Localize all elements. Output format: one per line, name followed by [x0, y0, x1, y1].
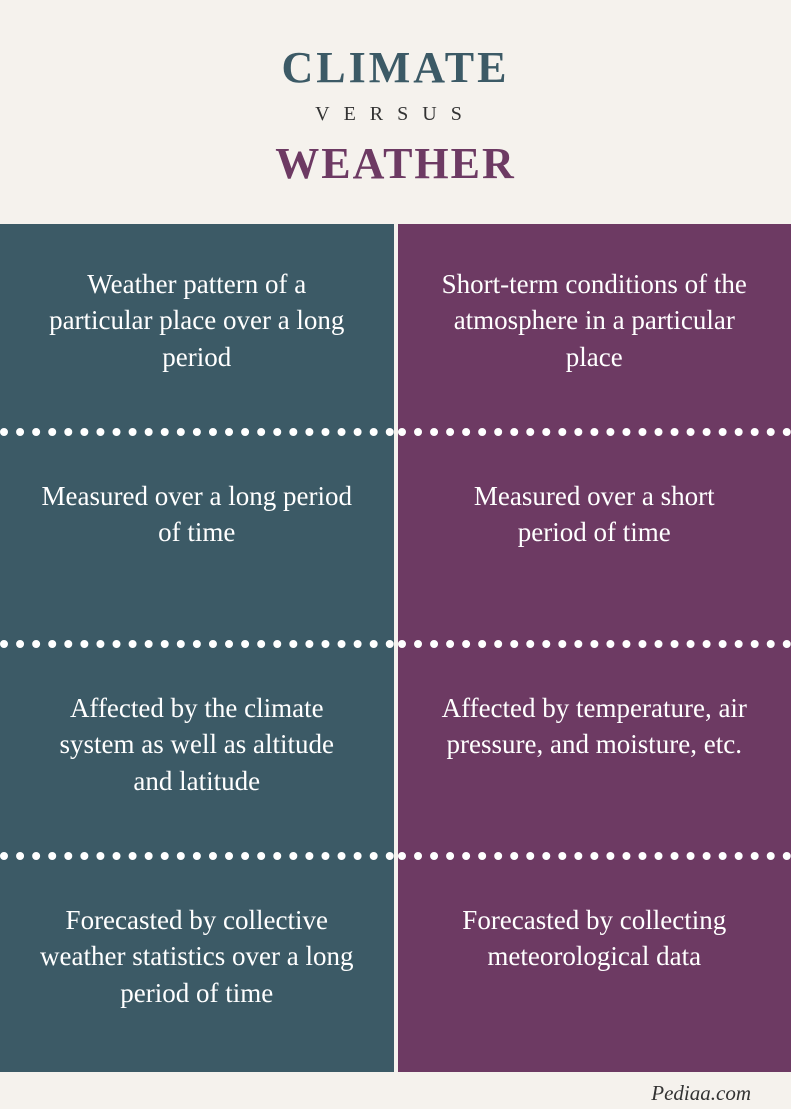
cell-text: Affected by the climate system as well a… — [40, 690, 354, 799]
comparison-grid: Weather pattern of a particular place ov… — [0, 224, 791, 1072]
cell-text: Weather pattern of a particular place ov… — [40, 266, 354, 375]
cell-weather-3: Forecasted by collecting meteorological … — [398, 860, 791, 1072]
header: CLIMATE VERSUS WEATHER — [0, 0, 791, 224]
cell-climate-1: Measured over a long period of time — [0, 436, 394, 648]
cell-climate-2: Affected by the climate system as well a… — [0, 648, 394, 860]
cell-text: Short-term conditions of the atmosphere … — [438, 266, 752, 375]
cell-climate-3: Forecasted by collective weather statist… — [0, 860, 394, 1072]
cell-text: Measured over a long period of time — [40, 478, 354, 551]
cell-weather-2: Affected by temperature, air pressure, a… — [398, 648, 791, 860]
cell-text: Affected by temperature, air pressure, a… — [438, 690, 752, 763]
title-weather: WEATHER — [0, 138, 791, 189]
column-climate: Weather pattern of a particular place ov… — [0, 224, 394, 1072]
footer-text: Pediaa.com — [651, 1081, 751, 1105]
cell-weather-0: Short-term conditions of the atmosphere … — [398, 224, 791, 436]
cell-weather-1: Measured over a short period of time — [398, 436, 791, 648]
cell-text: Measured over a short period of time — [438, 478, 752, 551]
title-climate: CLIMATE — [0, 42, 791, 93]
cell-climate-0: Weather pattern of a particular place ov… — [0, 224, 394, 436]
cell-text: Forecasted by collective weather statist… — [40, 902, 354, 1011]
cell-text: Forecasted by collecting meteorological … — [438, 902, 752, 975]
footer: Pediaa.com — [0, 1075, 791, 1109]
column-weather: Short-term conditions of the atmosphere … — [398, 224, 791, 1072]
title-versus: VERSUS — [0, 103, 791, 126]
